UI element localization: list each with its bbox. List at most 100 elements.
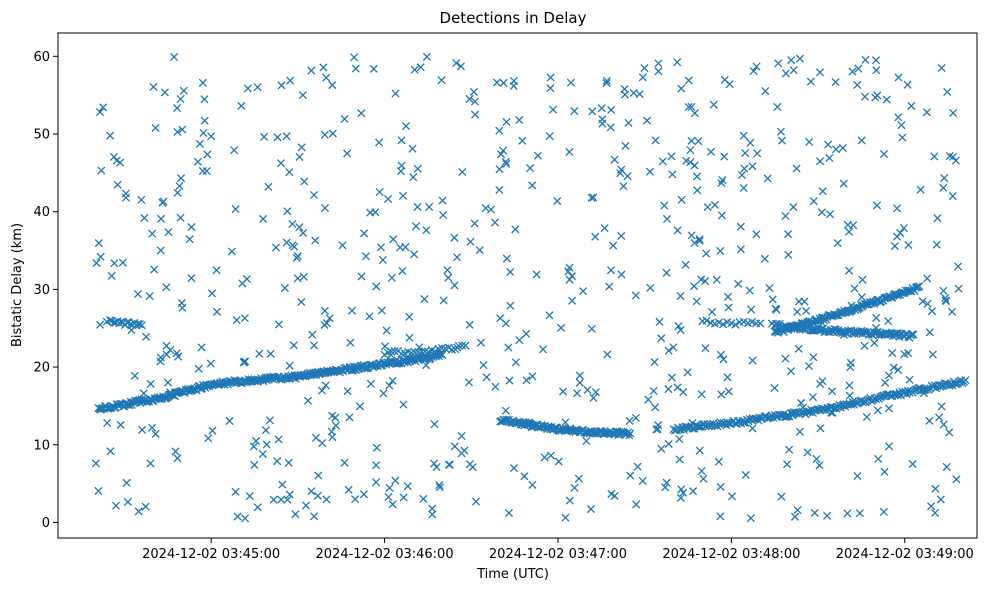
detection-point	[274, 435, 283, 444]
detection-point	[787, 56, 796, 65]
detection-point	[298, 90, 307, 100]
detection-point	[673, 383, 682, 392]
detection-point	[676, 325, 685, 335]
detection-point	[343, 149, 352, 158]
detection-point	[289, 341, 298, 350]
detection-point	[372, 461, 381, 470]
detection-point	[566, 78, 575, 87]
detection-point	[916, 185, 925, 194]
detection-point	[737, 170, 746, 180]
detection-point	[591, 388, 600, 397]
detection-point	[233, 512, 242, 521]
detection-point	[712, 275, 721, 284]
detection-point	[457, 432, 466, 441]
plot-frame	[57, 32, 978, 539]
detection-point	[264, 182, 273, 191]
detection-point	[860, 341, 869, 350]
detection-point	[655, 317, 664, 326]
detection-point	[295, 223, 304, 232]
detection-point	[501, 319, 511, 328]
detection-point	[923, 299, 932, 308]
detection-point	[240, 357, 249, 366]
detection-point	[897, 121, 906, 130]
detection-point	[607, 105, 616, 115]
detection-point	[175, 181, 184, 191]
detection-point	[687, 231, 696, 240]
detection-point	[710, 421, 719, 430]
detection-point	[673, 58, 682, 67]
detection-point	[874, 454, 883, 463]
detection-point	[657, 334, 666, 343]
detection-point	[810, 508, 819, 517]
detection-point	[102, 317, 111, 326]
detection-point	[437, 76, 446, 85]
detection-point	[804, 361, 814, 371]
detection-point	[206, 359, 215, 368]
detection-point	[403, 482, 412, 491]
detection-point	[809, 353, 818, 362]
detection-point	[949, 108, 958, 118]
detection-point	[495, 126, 504, 135]
detection-point	[540, 453, 549, 462]
detection-point	[156, 246, 165, 255]
detection-point	[782, 460, 792, 469]
detection-point	[450, 442, 459, 451]
detection-point	[638, 73, 647, 82]
detection-point	[528, 181, 537, 190]
detection-point	[739, 131, 748, 140]
detection-point	[746, 138, 755, 147]
detection-point	[568, 296, 577, 305]
detection-point	[686, 158, 695, 167]
detection-point	[255, 349, 264, 358]
detection-point	[770, 383, 779, 393]
detection-point	[554, 457, 563, 466]
detection-point	[795, 427, 804, 436]
detection-point	[948, 192, 957, 201]
detection-point	[457, 449, 466, 458]
detection-point	[231, 487, 240, 496]
x-tick-label: 2024-12-02 03:46:00	[316, 547, 454, 562]
detection-point	[293, 274, 302, 283]
detection-point	[824, 140, 833, 149]
detection-point	[777, 136, 787, 145]
detection-point	[230, 146, 239, 155]
detection-point	[894, 73, 903, 82]
detection-point	[311, 433, 320, 442]
detection-point	[610, 155, 619, 164]
detection-point	[522, 329, 531, 338]
detection-point	[846, 363, 855, 372]
detection-point	[645, 167, 655, 176]
detection-point	[107, 271, 116, 280]
detection-point	[845, 391, 854, 400]
detection-point	[320, 306, 329, 315]
detection-point	[587, 324, 596, 333]
detection-point	[657, 444, 666, 453]
detection-point	[172, 349, 181, 358]
detection-point	[625, 416, 634, 425]
detection-point	[194, 364, 203, 373]
detection-point	[860, 92, 869, 101]
detection-point	[538, 345, 548, 354]
detection-point	[347, 306, 357, 315]
detection-point	[366, 379, 375, 388]
detection-point	[528, 372, 537, 381]
detection-point	[156, 357, 165, 366]
detection-point	[553, 196, 562, 206]
detection-point	[420, 294, 429, 304]
detection-point	[870, 338, 879, 348]
detection-point	[629, 88, 638, 97]
detection-point	[570, 107, 579, 116]
detection-point	[422, 361, 431, 370]
detection-point	[286, 76, 295, 85]
detection-point	[620, 90, 630, 99]
detection-point	[546, 425, 555, 434]
detection-point	[422, 226, 431, 235]
detection-point	[658, 157, 667, 166]
detection-point	[465, 320, 474, 329]
detection-point	[308, 330, 317, 339]
detection-point	[825, 210, 835, 219]
detection-point	[890, 241, 899, 251]
detection-point	[858, 275, 867, 284]
detection-point	[928, 350, 937, 359]
detection-point	[212, 266, 221, 275]
